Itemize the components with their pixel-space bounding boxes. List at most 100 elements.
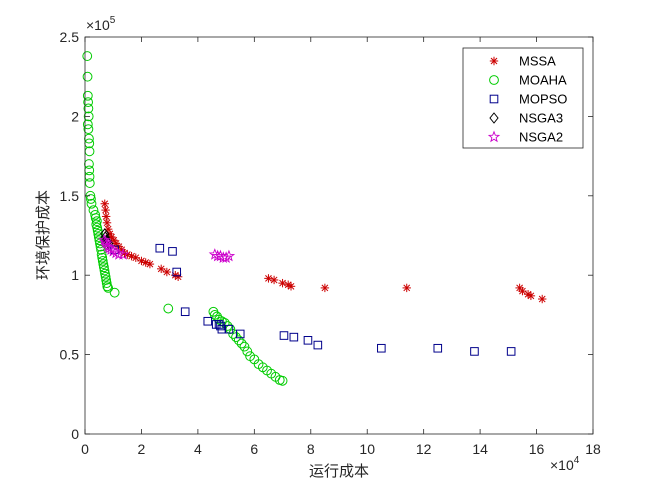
data-point-mopso — [172, 267, 182, 277]
data-point-mssa — [269, 275, 279, 285]
data-point-moaha — [100, 268, 110, 279]
y-exponent-base: ×10 — [86, 17, 110, 33]
data-point-mssa — [162, 267, 172, 277]
data-point-moaha — [102, 281, 113, 292]
x-axis-title: 运行成本 — [309, 462, 369, 480]
legend-label: MOAHA — [519, 73, 567, 88]
x-tick-label: 6 — [250, 441, 258, 457]
x-tick-label: 14 — [472, 441, 488, 457]
data-point-nsga2 — [116, 248, 130, 260]
data-point-moaha — [91, 216, 102, 227]
data-point-moaha — [277, 375, 288, 386]
y-tick-label: 0.5 — [60, 347, 80, 363]
data-point-moaha — [83, 103, 94, 114]
legend-box — [462, 47, 584, 149]
legend-marker-nsga2 — [487, 130, 501, 143]
data-point-moaha — [90, 209, 101, 220]
x-tick-label: 2 — [138, 441, 146, 457]
data-point-moaha — [101, 275, 112, 285]
data-point-mopso — [217, 324, 227, 334]
legend-marker-moaha — [489, 75, 499, 85]
legend-label: NSGA3 — [519, 111, 563, 126]
data-point-moaha — [98, 259, 109, 269]
data-point-nsga2 — [98, 233, 111, 246]
data-point-moaha — [233, 335, 244, 346]
data-point-moaha — [97, 252, 108, 263]
data-point-mopso — [470, 347, 479, 356]
data-point-moaha — [82, 119, 93, 130]
legend-marker-mssa — [489, 56, 499, 66]
data-point-moaha — [96, 249, 107, 260]
x-tick-label: 4 — [194, 441, 202, 457]
data-point-nsga2 — [222, 249, 236, 262]
data-point-moaha — [82, 51, 93, 61]
data-point-mssa — [145, 259, 155, 269]
data-point-moaha — [97, 256, 108, 266]
data-point-mopso — [180, 307, 190, 317]
data-point-mssa — [278, 278, 287, 288]
legend-marker-mopso — [489, 94, 499, 104]
data-point-moaha — [82, 71, 93, 82]
data-point-mssa — [286, 282, 296, 291]
data-point-moaha — [236, 338, 247, 349]
data-point-moaha — [92, 222, 103, 233]
data-point-nsga2 — [100, 236, 113, 249]
data-point-mopso — [289, 332, 299, 342]
data-point-mopso — [214, 320, 224, 329]
data-marks — [82, 51, 547, 386]
data-point-mssa — [264, 274, 273, 283]
data-point-moaha — [163, 303, 174, 314]
data-point-mopso — [224, 324, 234, 334]
data-point-mssa — [526, 291, 536, 301]
data-point-mssa — [538, 294, 547, 304]
x-exponent-base: ×10 — [550, 457, 574, 473]
y-tick-label: 0 — [71, 426, 79, 442]
data-point-nsga2 — [99, 235, 112, 248]
data-point-mssa — [173, 272, 183, 281]
data-point-moaha — [242, 346, 253, 357]
data-point-mopso — [303, 336, 313, 345]
y-exponent-label: ×105 — [86, 15, 116, 33]
data-point-moaha — [92, 225, 103, 236]
data-point-mopso — [168, 247, 177, 256]
data-point-mopso — [433, 343, 443, 353]
data-point-mssa — [101, 212, 111, 221]
x-exponent-power: 4 — [574, 455, 580, 466]
legend-label: MOPSO — [519, 92, 567, 107]
y-tick-label: 2.5 — [60, 29, 80, 45]
x-tick-label: 16 — [529, 441, 545, 457]
y-tick-label: 2 — [71, 108, 79, 124]
data-point-moaha — [101, 278, 112, 289]
series-mssa — [100, 199, 547, 304]
data-point-moaha — [214, 314, 224, 325]
data-point-moaha — [84, 159, 94, 169]
data-point-moaha — [82, 90, 93, 101]
x-tick-label: 8 — [307, 441, 315, 457]
x-tick-label: 0 — [81, 441, 89, 457]
data-point-moaha — [86, 198, 97, 209]
data-point-mopso — [216, 321, 225, 331]
data-point-mopso — [313, 340, 323, 350]
data-point-moaha — [86, 194, 96, 204]
data-point-mssa — [402, 283, 411, 293]
y-tick-label: 1 — [71, 267, 79, 283]
legend-item-nsga3: NSGA3 — [489, 111, 563, 126]
y-exponent-power: 5 — [110, 15, 116, 26]
data-point-mssa — [101, 205, 110, 215]
data-point-moaha — [109, 287, 120, 298]
data-point-mopso — [377, 343, 386, 353]
axes-box — [84, 36, 594, 435]
legend: MSSA MOAHA MOPSO NSGA3 NSGA2 — [462, 47, 584, 149]
data-point-mopso — [155, 243, 165, 253]
legend-marker-nsga3 — [489, 112, 499, 124]
data-point-mopso — [203, 316, 213, 326]
data-point-moaha — [103, 283, 114, 293]
data-point-moaha — [100, 271, 111, 282]
series-mopso — [110, 243, 516, 356]
legend-item-nsga2: NSGA2 — [487, 130, 563, 145]
series-nsga2 — [98, 233, 236, 263]
x-tick-label: 10 — [359, 441, 375, 457]
x-exponent-label: ×104 — [550, 455, 580, 473]
data-point-mopso — [279, 331, 289, 340]
